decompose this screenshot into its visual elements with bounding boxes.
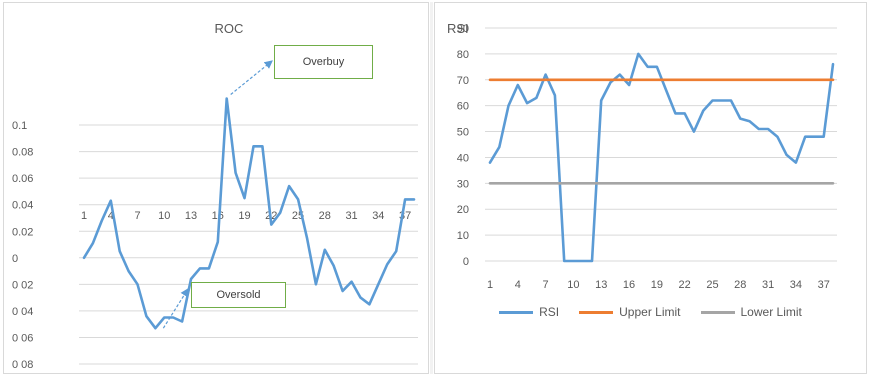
- legend-item-rsi: RSI: [499, 305, 559, 319]
- legend-label-lower-limit: Lower Limit: [740, 305, 802, 319]
- rsi-y-tick-label: 60: [457, 101, 469, 113]
- rsi-y-tick-label: 90: [457, 23, 469, 35]
- rsi-x-tick-label: 34: [790, 279, 802, 291]
- rsi-chart-title: RSI: [447, 21, 469, 36]
- legend-item-lower-limit: Lower Limit: [700, 305, 802, 319]
- rsi-x-tick-label: 16: [623, 279, 635, 291]
- roc-y-tick-label: 0.02: [12, 226, 33, 238]
- rsi-x-tick-label: 13: [595, 279, 607, 291]
- overbuy-arrow: [230, 60, 273, 95]
- roc-y-tick-label: 0 08: [12, 359, 33, 371]
- roc-x-tick-label: 34: [372, 210, 384, 222]
- rsi-y-tick-label: 40: [457, 152, 469, 164]
- roc-x-tick-label: 10: [158, 210, 170, 222]
- oversold-arrow: [162, 287, 189, 329]
- rsi-y-tick-label: 0: [463, 256, 469, 268]
- roc-x-tick-label: 1: [81, 210, 87, 222]
- roc-y-tick-label: 0 04: [12, 306, 33, 318]
- panel-divider: [430, 2, 433, 374]
- rsi-x-tick-label: 25: [706, 279, 718, 291]
- roc-y-tick-label: 0 06: [12, 332, 33, 344]
- rsi-y-tick-label: 10: [457, 230, 469, 242]
- rsi-y-tick-label: 50: [457, 127, 469, 139]
- rsi-y-tick-label: 30: [457, 178, 469, 190]
- legend-swatch-upper-limit: [579, 310, 614, 314]
- rsi-chart-svg: RSI 0 10 20 30 40 50 60 70 80 90 1 4 7 10 13 16 19 22 25 28 3…: [447, 21, 837, 291]
- roc-x-tick-label: 31: [345, 210, 357, 222]
- roc-y-tick-label: 0.06: [12, 173, 33, 185]
- roc-x-tick-label: 16: [212, 210, 224, 222]
- legend-item-upper-limit: Upper Limit: [579, 305, 681, 319]
- overbuy-annotation: Overbuy: [274, 45, 373, 79]
- rsi-x-tick-label: 10: [567, 279, 579, 291]
- oversold-annotation: Oversold: [191, 282, 286, 308]
- legend-swatch-lower-limit: [700, 310, 735, 314]
- rsi-x-tick-label: 7: [543, 279, 549, 291]
- rsi-y-tick-label: 70: [457, 75, 469, 87]
- roc-series-0-line: [82, 97, 416, 330]
- rsi-x-tick-label: 4: [515, 279, 521, 291]
- rsi-chart-panel: RSI 0 10 20 30 40 50 60 70 80 90 1 4 7 10 13 16 19 22 25 28 3…: [434, 2, 867, 374]
- roc-chart-title: ROC: [215, 21, 244, 36]
- roc-chart-panel: ROC 0.1 0.08 0.06 0.04 0.02 0 0 02 0 04 0 06 0 08 1…: [3, 2, 429, 374]
- roc-x-tick-label: 28: [319, 210, 331, 222]
- roc-chart-svg: ROC 0.1 0.08 0.06 0.04 0.02 0 0 02 0 04 0 06 0 08 1…: [12, 21, 418, 371]
- roc-y-tick-label: 0.04: [12, 200, 33, 212]
- rsi-x-tick-label: 28: [734, 279, 746, 291]
- rsi-y-tick-label: 80: [457, 49, 469, 61]
- legend-label-rsi: RSI: [539, 305, 560, 319]
- roc-x-tick-label: 19: [238, 210, 250, 222]
- roc-x-tick-label: 13: [185, 210, 197, 222]
- roc-y-tick-label: 0 02: [12, 279, 33, 291]
- rsi-x-tick-label: 1: [487, 279, 493, 291]
- rsi-y-tick-label: 20: [457, 204, 469, 216]
- legend-swatch-rsi: [499, 310, 534, 314]
- roc-y-tick-label: 0.08: [12, 147, 33, 159]
- roc-x-tick-label: 4: [108, 210, 114, 222]
- roc-y-tick-label: 0.1: [12, 120, 27, 132]
- roc-y-tick-label: 0: [12, 253, 18, 265]
- rsi-rsi-line: [488, 52, 835, 263]
- roc-x-tick-label: 7: [134, 210, 140, 222]
- rsi-x-tick-label: 22: [679, 279, 691, 291]
- rsi-legend: RSI Upper Limit Lower Limit: [435, 305, 866, 319]
- rsi-x-tick-label: 19: [651, 279, 663, 291]
- rsi-x-tick-label: 31: [762, 279, 774, 291]
- legend-label-upper-limit: Upper Limit: [619, 305, 681, 319]
- rsi-x-tick-label: 37: [818, 279, 830, 291]
